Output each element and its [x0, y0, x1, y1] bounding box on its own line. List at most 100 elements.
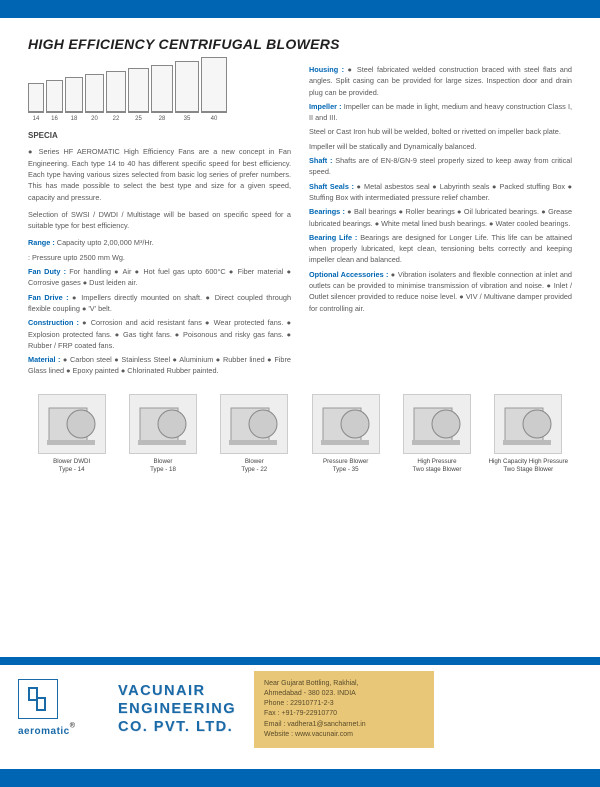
product-caption-1: Pressure Blower — [302, 458, 389, 466]
fan-size-label: 28 — [159, 115, 166, 124]
spec-text: Shafts are of EN-8/GN-9 steel properly s… — [309, 156, 572, 176]
bottom-blue-bar — [0, 769, 600, 787]
fan-size-label: 35 — [184, 115, 191, 124]
brand-logo-block: aeromatic® — [18, 679, 100, 739]
spec-text: Impeller will be statically and Dynamica… — [309, 142, 477, 151]
left-column: 141618202225283540 SPECIA ● Series HF AE… — [28, 64, 291, 380]
spec-label: Material : — [28, 355, 60, 364]
contact-fax: Fax : +91-79-22910770 — [264, 709, 424, 719]
fan-size-item: 28 — [151, 65, 173, 124]
fan-size-label: 14 — [33, 115, 40, 124]
spec-label: Shaft : — [309, 156, 332, 165]
product-image-icon — [129, 394, 197, 454]
fan-shape-icon — [65, 77, 83, 113]
specs-left-list: Range : Capacity upto 2,00,000 M³/Hr. : … — [28, 237, 291, 376]
product-item: BlowerType - 18 — [119, 394, 206, 474]
product-image-icon — [38, 394, 106, 454]
product-item: High Capacity High PressureTwo Stage Blo… — [485, 394, 572, 474]
fan-size-item: 14 — [28, 83, 44, 124]
spec-text: : Pressure upto 2500 mm Wg. — [28, 253, 125, 262]
footer-blue-strip — [0, 657, 600, 665]
product-image-icon — [312, 394, 380, 454]
spec-line: Steel or Cast Iron hub will be welded, b… — [309, 126, 572, 137]
contact-addr2: Ahmedabad - 380 023. INDIA — [264, 689, 424, 699]
top-blue-bar — [0, 0, 600, 18]
spec-line: : Pressure upto 2500 mm Wg. — [28, 252, 291, 263]
fan-shape-icon — [85, 74, 104, 113]
footer-body: aeromatic® VACUNAIR ENGINEERING CO. PVT.… — [0, 671, 600, 748]
contact-box: Near Gujarat Bottling, Rakhial, Ahmedaba… — [254, 671, 434, 748]
product-caption-1: High Capacity High Pressure — [485, 458, 572, 466]
product-item: Pressure BlowerType - 35 — [302, 394, 389, 474]
fan-size-label: 22 — [113, 115, 120, 124]
spec-text: Impeller can be made in light, medium an… — [309, 102, 572, 122]
fan-shape-icon — [46, 80, 63, 113]
spec-label: Bearings : — [309, 207, 345, 216]
product-item: Blower DWDIType - 14 — [28, 394, 115, 474]
spec-line: Construction : ● Corrosion and acid resi… — [28, 317, 291, 351]
fan-size-item: 22 — [106, 71, 126, 124]
intro-para-2: Selection of SWSI / DWDI / Multistage wi… — [28, 209, 291, 232]
spec-text: Capacity upto 2,00,000 M³/Hr. — [55, 238, 154, 247]
fan-shape-icon — [128, 68, 149, 113]
fan-size-label: 16 — [51, 115, 58, 124]
product-caption-2: Type - 18 — [119, 466, 206, 474]
spec-label: Fan Drive : — [28, 293, 69, 302]
spec-label: Housing : — [309, 65, 344, 74]
spec-line: Impeller : Impeller can be made in light… — [309, 101, 572, 124]
spec-text: Steel or Cast Iron hub will be welded, b… — [309, 127, 561, 136]
spec-line: Optional Accessories : ● Vibration isola… — [309, 269, 572, 314]
product-item: High PressureTwo stage Blower — [393, 394, 480, 474]
spec-line: Material : ● Carbon steel ● Stainless St… — [28, 354, 291, 377]
fan-shape-icon — [201, 57, 227, 113]
fan-shape-icon — [151, 65, 173, 113]
page-content: HIGH EFFICIENCY CENTRIFUGAL BLOWERS 1416… — [0, 18, 600, 474]
spec-line: Fan Duty : For handling ● Air ● Hot fuel… — [28, 266, 291, 289]
spec-label: Construction : — [28, 318, 79, 327]
product-image-icon — [494, 394, 562, 454]
fan-size-label: 20 — [91, 115, 98, 124]
spec-line: Bearing Life : Bearings are designed for… — [309, 232, 572, 266]
spec-line: Shaft : Shafts are of EN-8/GN-9 steel pr… — [309, 155, 572, 178]
product-caption-1: Blower — [119, 458, 206, 466]
contact-phone: Phone : 22910771-2-3 — [264, 699, 424, 709]
spec-line: Fan Drive : ● Impellers directly mounted… — [28, 292, 291, 315]
spec-line: Housing : ● Steel fabricated welded cons… — [309, 64, 572, 98]
two-column-layout: 141618202225283540 SPECIA ● Series HF AE… — [28, 64, 572, 380]
fan-size-item: 25 — [128, 68, 149, 124]
company-line-2: ENGINEERING — [118, 700, 236, 718]
contact-email: Email : vadhera1@sancharnet.in — [264, 720, 424, 730]
fan-size-label: 25 — [135, 115, 142, 124]
fan-size-item: 35 — [175, 61, 199, 124]
fan-size-item: 16 — [46, 80, 63, 124]
fan-size-label: 18 — [71, 115, 78, 124]
registered-icon: ® — [70, 723, 75, 730]
contact-web: Website : www.vacunair.com — [264, 730, 424, 740]
product-image-icon — [403, 394, 471, 454]
brand-name: aeromatic® — [18, 721, 100, 739]
spec-label: Optional Accessories : — [309, 270, 388, 279]
contact-addr1: Near Gujarat Bottling, Rakhial, — [264, 679, 424, 689]
fan-shape-icon — [175, 61, 199, 113]
right-column: Housing : ● Steel fabricated welded cons… — [309, 64, 572, 380]
product-caption-2: Type - 35 — [302, 466, 389, 474]
product-caption-1: Blower DWDI — [28, 458, 115, 466]
spec-label: Bearing Life : — [309, 233, 357, 242]
product-thumbnails-row: Blower DWDIType - 14BlowerType - 18Blowe… — [28, 394, 572, 474]
product-item: BlowerType - 22 — [211, 394, 298, 474]
spec-text: ● Carbon steel ● Stainless Steel ● Alumi… — [28, 355, 291, 375]
fan-size-diagram: 14 16 18 20 22 25 28 35 40 — [28, 64, 291, 124]
fan-size-item: 18 — [65, 77, 83, 124]
footer: aeromatic® VACUNAIR ENGINEERING CO. PVT.… — [0, 657, 600, 787]
product-caption-2: Type - 22 — [211, 466, 298, 474]
spec-line: Range : Capacity upto 2,00,000 M³/Hr. — [28, 237, 291, 248]
product-caption-2: Type - 14 — [28, 466, 115, 474]
company-line-1: VACUNAIR — [118, 682, 236, 700]
specs-right-list: Housing : ● Steel fabricated welded cons… — [309, 64, 572, 314]
company-line-3: CO. PVT. LTD. — [118, 718, 236, 736]
specia-heading: SPECIA — [28, 130, 291, 142]
product-caption-2: Two Stage Blower — [485, 466, 572, 474]
fan-size-item: 20 — [85, 74, 104, 124]
spec-label: Range : — [28, 238, 55, 247]
fan-size-label: 40 — [211, 115, 218, 124]
